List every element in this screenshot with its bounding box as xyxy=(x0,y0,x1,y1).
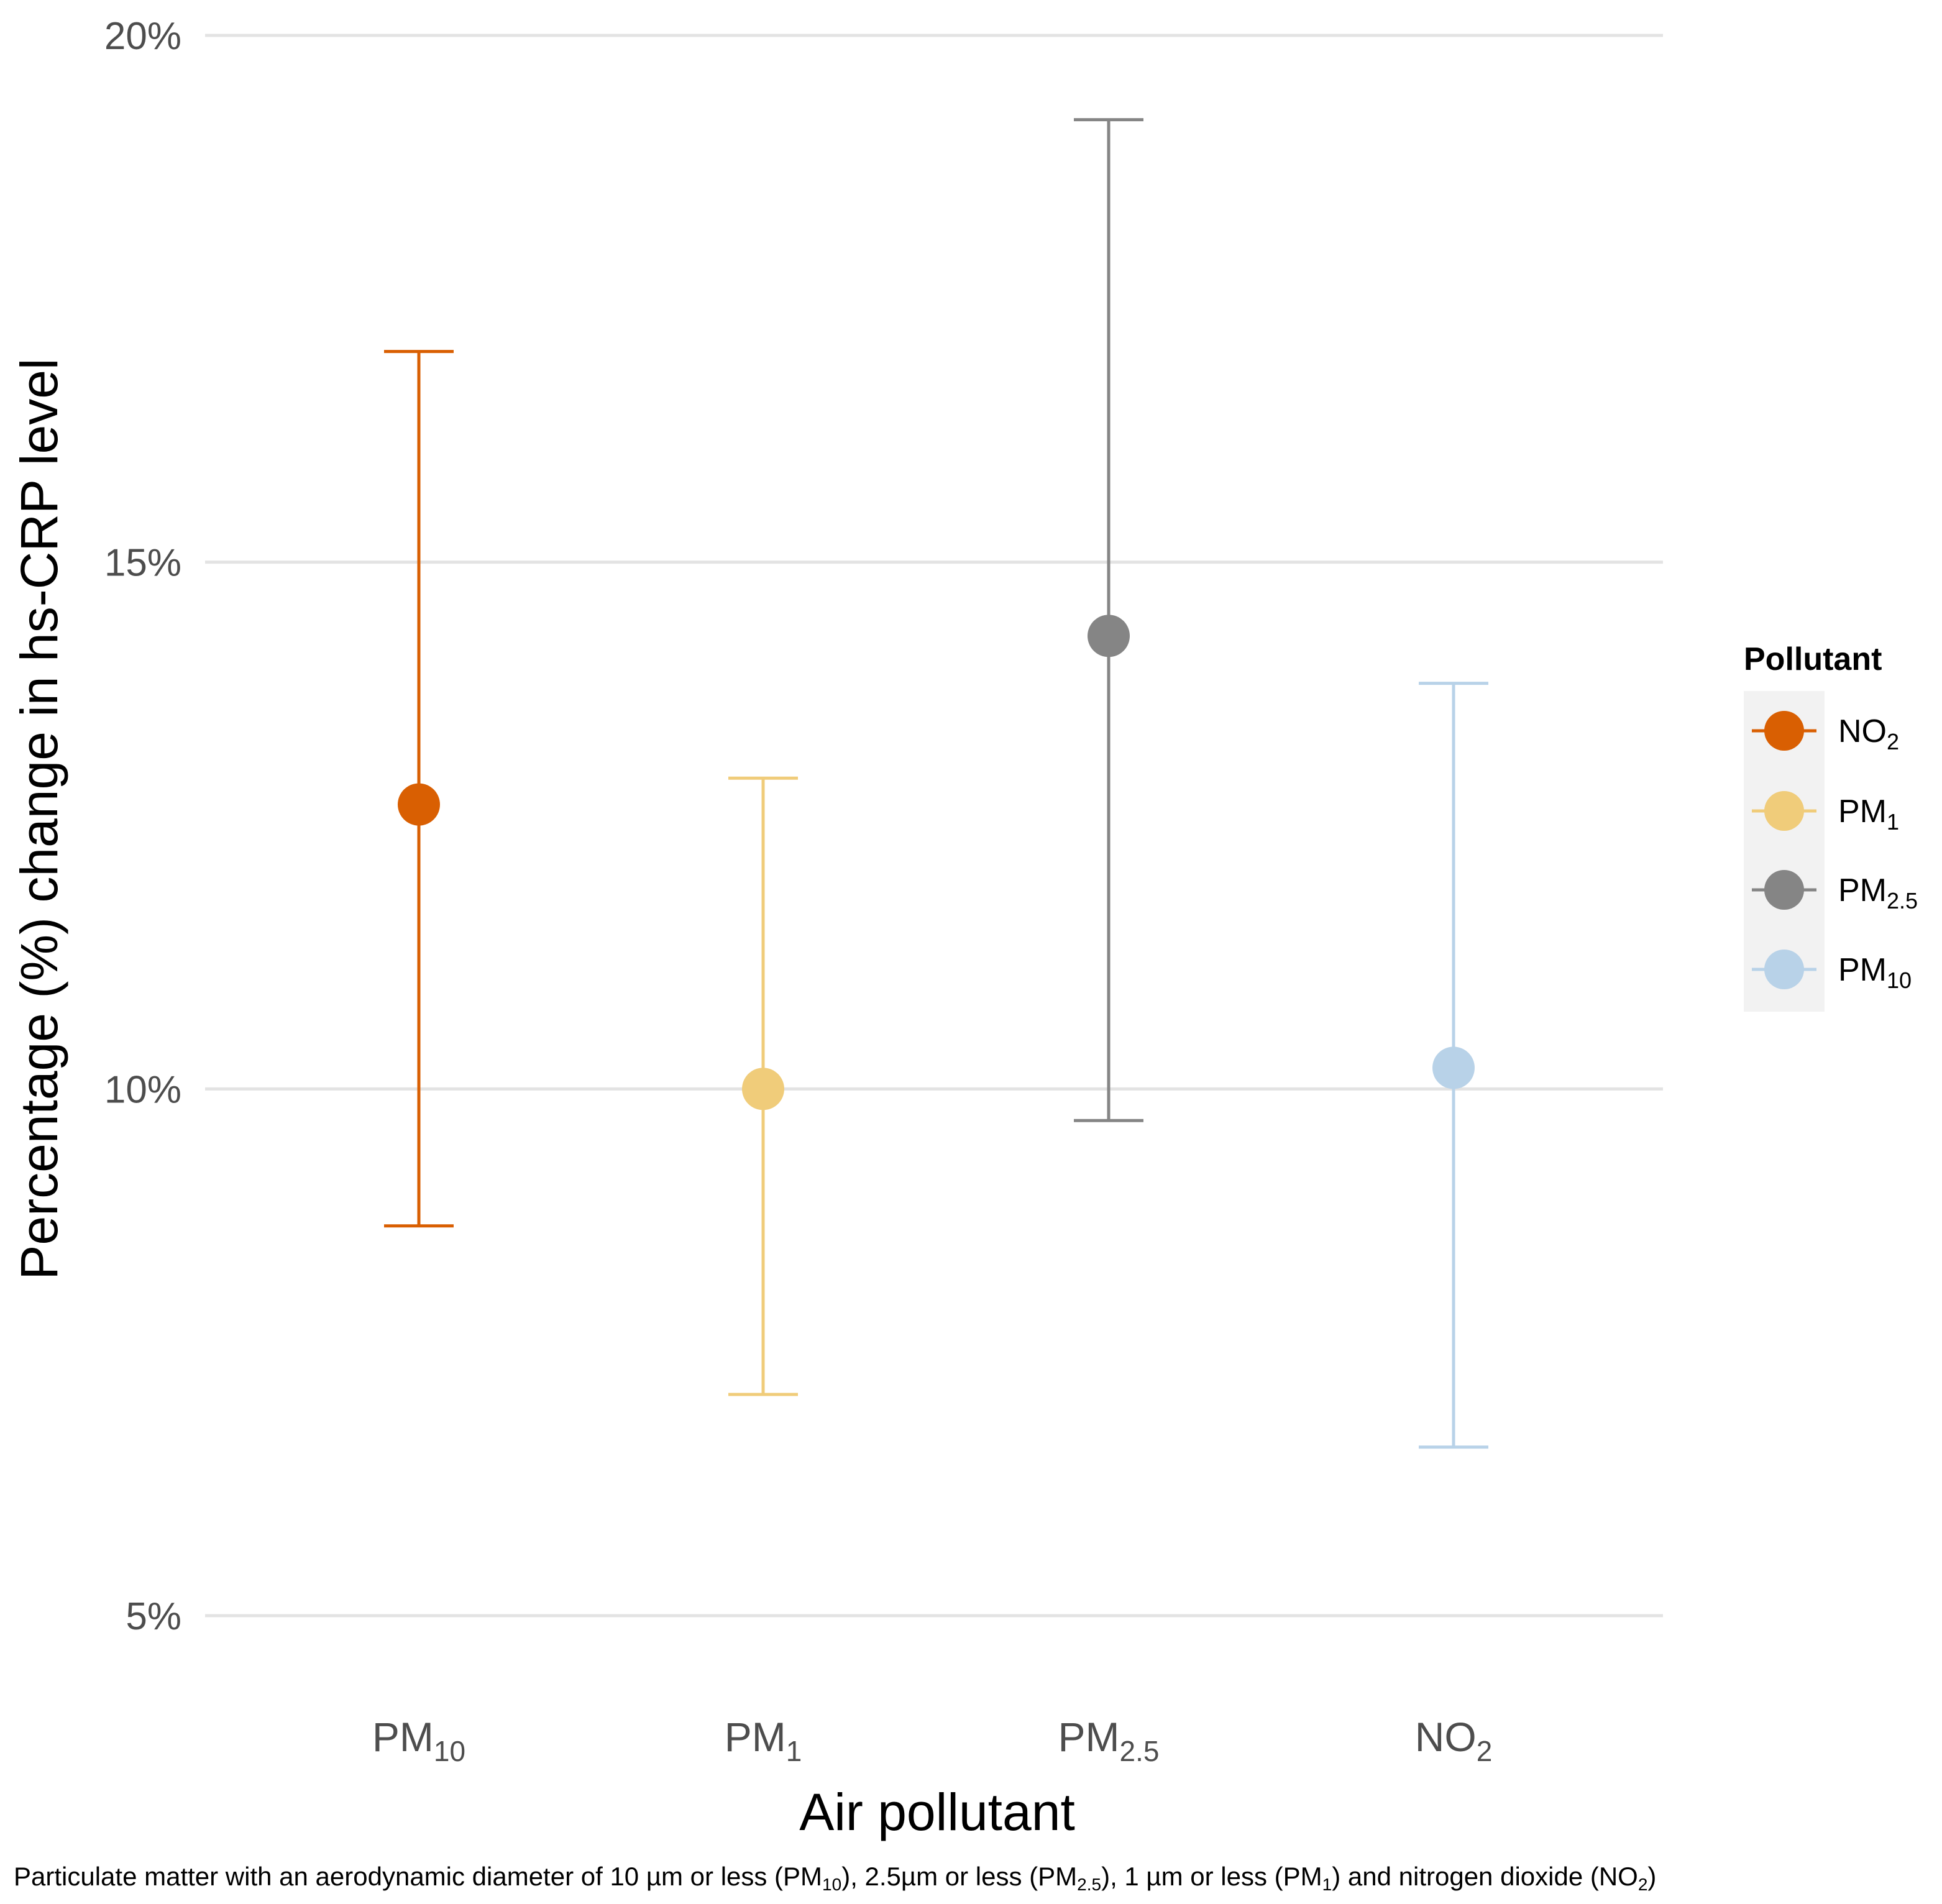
point-estimate xyxy=(1088,615,1130,657)
y-tick-label: 15% xyxy=(104,542,181,585)
legend-item: PM1 xyxy=(1752,791,1899,835)
x-tick-label: PM1 xyxy=(725,1714,802,1767)
x-tick-label-subscript: 2.5 xyxy=(1120,1735,1160,1767)
caption-text: ), 2.5µm or less (PM xyxy=(841,1862,1078,1891)
legend-label-base: NO xyxy=(1838,713,1887,749)
point-estimate xyxy=(398,783,440,826)
legend-item: PM10 xyxy=(1752,950,1912,993)
caption-subscript: 2.5 xyxy=(1077,1875,1102,1894)
legend-label-base: PM xyxy=(1838,794,1887,830)
caption-subscript: 10 xyxy=(822,1875,842,1894)
x-axis-title: Air pollutant xyxy=(799,1783,1075,1841)
error-bar-group xyxy=(1074,118,1143,1122)
x-tick-label: NO2 xyxy=(1415,1714,1493,1767)
caption-text: ) xyxy=(1647,1862,1657,1891)
point-estimate xyxy=(1432,1046,1475,1089)
error-bar-group xyxy=(384,350,454,1228)
x-tick-label: PM2.5 xyxy=(1058,1714,1160,1767)
error-bar-group xyxy=(1419,682,1488,1449)
error-bars xyxy=(384,118,1488,1449)
x-tick-label-base: PM xyxy=(372,1714,434,1760)
legend-label: PM1 xyxy=(1838,794,1899,835)
x-tick-label-subscript: 1 xyxy=(786,1735,802,1767)
legend-label: PM10 xyxy=(1838,952,1912,993)
y-tick-label: 20% xyxy=(104,15,181,58)
legend-key-point xyxy=(1764,711,1804,751)
caption-text: ), 1 µm or less (PM xyxy=(1101,1862,1322,1891)
legend-label: NO2 xyxy=(1838,713,1899,754)
legend-label-base: PM xyxy=(1838,872,1887,909)
y-tick-label: 5% xyxy=(126,1595,181,1638)
figure-caption: Particulate matter with an aerodynamic d… xyxy=(14,1859,1656,1894)
legend-item: PM2.5 xyxy=(1752,870,1918,913)
x-tick-label-base: PM xyxy=(1058,1714,1120,1760)
legend-label-subscript: 2.5 xyxy=(1887,888,1918,913)
legend-item: NO2 xyxy=(1752,711,1899,754)
legend-label-subscript: 10 xyxy=(1887,968,1912,993)
legend-key-point xyxy=(1764,870,1804,910)
legend-label-subscript: 2 xyxy=(1887,729,1899,754)
x-tick-label-subscript: 10 xyxy=(434,1735,465,1767)
error-bar-group xyxy=(728,776,798,1396)
x-axis-ticks: PM10 PM1 PM2.5 NO2 xyxy=(372,1714,1492,1767)
legend-key-point xyxy=(1764,791,1804,831)
y-axis-title: Percentage (%) change in hs-CRP level xyxy=(10,358,68,1279)
legend-key-point xyxy=(1764,950,1804,989)
x-tick-label: PM10 xyxy=(372,1714,465,1767)
y-axis-ticks: 5% 10% 15% 20% xyxy=(104,15,181,1638)
y-tick-label: 10% xyxy=(104,1068,181,1111)
point-estimate xyxy=(742,1068,784,1110)
caption-text: ) and nitrogen dioxide (NO xyxy=(1332,1862,1638,1891)
legend-label-base: PM xyxy=(1838,952,1887,988)
x-tick-label-subscript: 2 xyxy=(1477,1735,1493,1767)
x-tick-label-base: NO xyxy=(1415,1714,1477,1760)
caption-subscript: 2 xyxy=(1637,1875,1648,1894)
x-tick-label-base: PM xyxy=(725,1714,786,1760)
legend-title: Pollutant xyxy=(1744,641,1882,677)
legend-label-subscript: 1 xyxy=(1887,809,1899,835)
caption-subscript: 1 xyxy=(1322,1875,1332,1894)
caption-text: Particulate matter with an aerodynamic d… xyxy=(14,1862,823,1891)
gridlines xyxy=(205,34,1663,1618)
legend-label: PM2.5 xyxy=(1838,872,1918,913)
